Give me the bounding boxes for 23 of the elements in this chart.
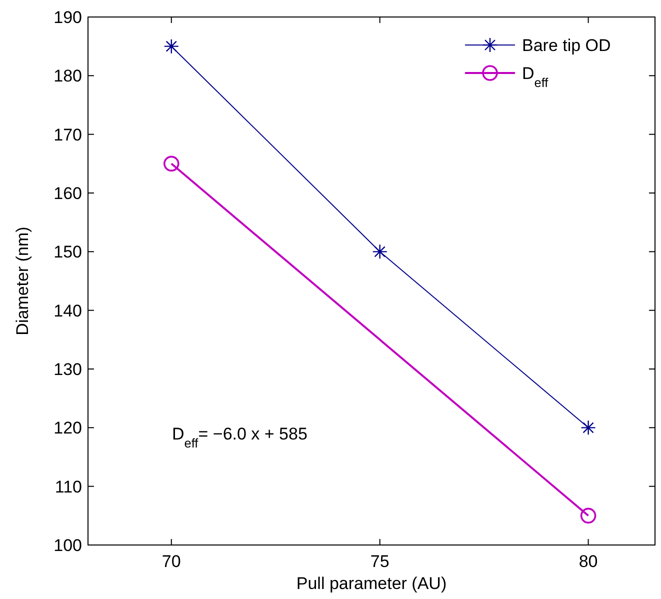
- legend-label: D$_{eff}$: [522, 64, 549, 90]
- point: [580, 420, 596, 436]
- y-tick-label: 150: [54, 242, 82, 262]
- x-axis-title: Pull parameter (AU): [296, 574, 447, 593]
- y-tick-label: 130: [54, 360, 82, 379]
- legend-label: Bare tip OD: [522, 36, 611, 55]
- y-tick-label: 190: [54, 8, 82, 27]
- y-tick-label: 120: [54, 418, 82, 438]
- point: [372, 244, 388, 260]
- y-tick-label: 100: [54, 536, 82, 555]
- x-tick-label: 80: [578, 552, 598, 571]
- point: [163, 156, 180, 172]
- y-axis-title: Diameter (nm): [13, 226, 32, 336]
- x-tick-label: 70: [162, 552, 181, 571]
- y-tick-label: 170: [54, 125, 82, 144]
- y-tick-label: 160: [54, 184, 82, 203]
- y-tick-label: 140: [54, 301, 82, 320]
- annotation: D$_{eff}$= −6.0 x + 585: [172, 424, 308, 450]
- point: [164, 38, 179, 54]
- y-tick-label: 180: [54, 66, 82, 86]
- y-tick-label: 110: [54, 477, 82, 496]
- point: [580, 508, 596, 524]
- x-tick-label: 75: [370, 552, 390, 571]
